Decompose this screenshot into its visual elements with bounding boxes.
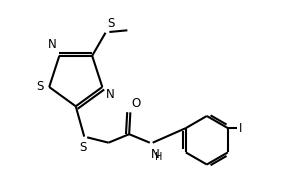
Text: N: N	[150, 148, 159, 161]
Text: S: S	[107, 17, 115, 30]
Text: N: N	[48, 38, 56, 51]
Text: N: N	[106, 88, 115, 101]
Text: O: O	[132, 97, 141, 110]
Text: I: I	[239, 122, 242, 135]
Text: S: S	[36, 81, 44, 94]
Text: S: S	[79, 141, 87, 154]
Text: H: H	[155, 152, 162, 162]
